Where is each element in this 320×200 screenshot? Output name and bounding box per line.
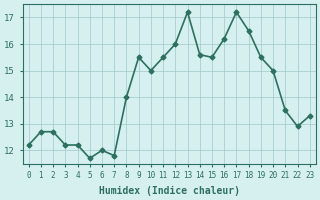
- X-axis label: Humidex (Indice chaleur): Humidex (Indice chaleur): [99, 186, 240, 196]
